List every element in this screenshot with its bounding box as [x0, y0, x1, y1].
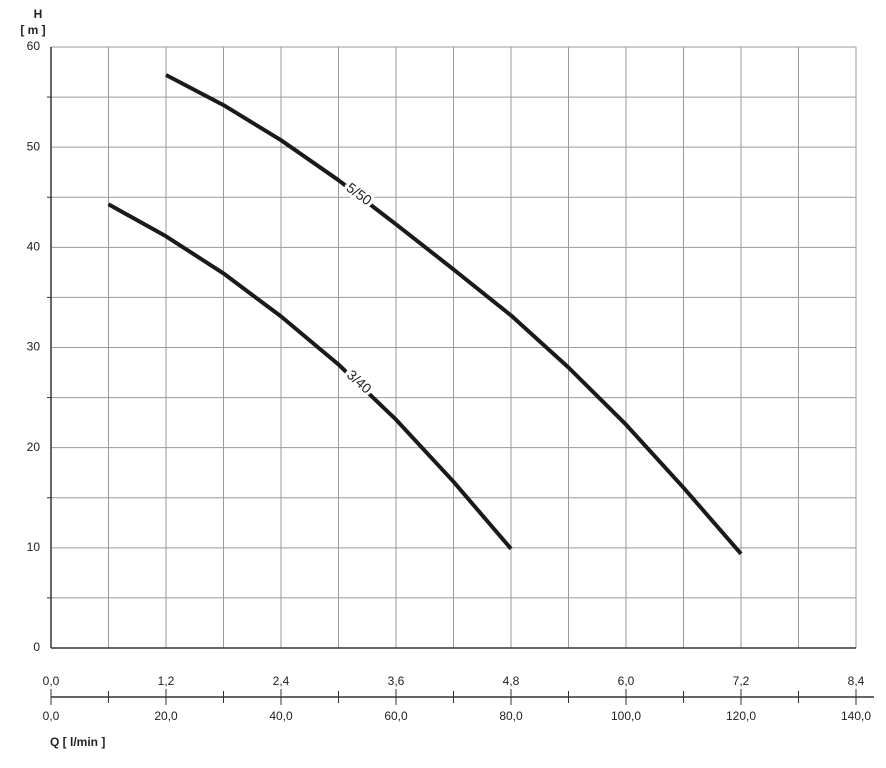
y-tick-label: 60: [27, 39, 41, 53]
y-tick-label: 30: [27, 340, 41, 354]
x2-tick-label: 6,0: [618, 674, 635, 688]
x2-tick-label: 8,4: [848, 674, 865, 688]
x2-tick-label: 1,2: [158, 674, 175, 688]
y-tick-label: 40: [27, 240, 41, 254]
y-tick-label: 20: [27, 440, 41, 454]
y-tick-label: 10: [27, 540, 41, 554]
y-tick-label: 50: [27, 139, 41, 153]
curve: [107, 202, 513, 551]
x-tick-label: 100,0: [611, 709, 641, 723]
x-tick-label: 0,0: [43, 709, 60, 723]
curve-label: 3/40: [344, 366, 375, 396]
x2-tick-label: 2,4: [273, 674, 290, 688]
curve: [165, 73, 743, 556]
x2-tick-label: 0,0: [43, 674, 60, 688]
x-tick-label: 120,0: [726, 709, 756, 723]
x2-tick-label: 7,2: [733, 674, 750, 688]
x-tick-label: 80,0: [499, 709, 523, 723]
y-tick-label: 0: [33, 640, 40, 654]
x-tick-label: 20,0: [154, 709, 178, 723]
x-tick-label: 40,0: [269, 709, 293, 723]
x-tick-label: 140,0: [841, 709, 871, 723]
y-axis-title: H: [34, 7, 43, 21]
x2-tick-label: 3,6: [388, 674, 405, 688]
x-tick-label: 60,0: [384, 709, 408, 723]
x2-tick-label: 4,8: [503, 674, 520, 688]
x-axis-title: Q [ l/min ]: [50, 735, 105, 749]
y-axis-unit: [ m ]: [20, 23, 45, 37]
